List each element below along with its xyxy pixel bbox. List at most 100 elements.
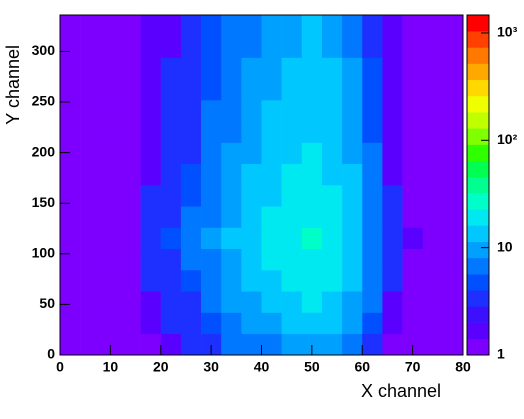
cell <box>382 163 403 186</box>
cell <box>382 185 403 207</box>
cell <box>402 227 423 250</box>
cell <box>221 57 242 80</box>
cell <box>402 291 423 313</box>
cell <box>120 163 141 186</box>
cell <box>201 163 222 186</box>
cell <box>362 100 383 122</box>
cell <box>301 57 323 80</box>
cell <box>362 185 383 207</box>
palette-band <box>467 338 489 356</box>
cell <box>442 270 464 292</box>
cell <box>281 121 303 143</box>
cell <box>120 36 141 58</box>
cell <box>422 312 444 335</box>
cell <box>60 185 81 207</box>
cell <box>382 291 403 313</box>
cell <box>80 142 101 165</box>
cell <box>342 291 363 313</box>
cell <box>261 163 282 186</box>
cell <box>261 248 282 271</box>
cell <box>402 206 423 228</box>
cell <box>241 78 262 101</box>
cell <box>422 333 444 356</box>
cell <box>261 100 282 122</box>
cell <box>362 78 383 101</box>
cell <box>120 227 141 250</box>
x-tick-label: 60 <box>354 359 370 375</box>
palette-band <box>467 79 489 97</box>
cell <box>321 206 343 228</box>
cell <box>362 163 383 186</box>
cell <box>60 121 81 143</box>
cell <box>362 121 383 143</box>
cell <box>100 15 121 37</box>
cell <box>80 291 101 313</box>
cell <box>221 36 242 58</box>
cell <box>342 163 363 186</box>
cell <box>100 78 121 101</box>
x-tick-label: 20 <box>153 359 169 375</box>
cell <box>201 227 222 250</box>
cell <box>362 312 383 335</box>
cell <box>201 206 222 228</box>
cell <box>100 163 121 186</box>
cell <box>301 291 323 313</box>
cell <box>60 36 81 58</box>
cell <box>80 121 101 143</box>
palette-band <box>467 193 489 210</box>
cell <box>402 163 423 186</box>
cell <box>382 57 403 80</box>
cell <box>442 100 464 122</box>
cell <box>301 121 323 143</box>
cell <box>160 57 182 80</box>
cell <box>80 270 101 292</box>
cell <box>362 142 383 165</box>
cell <box>382 248 403 271</box>
cell <box>241 57 262 80</box>
cell <box>201 100 222 122</box>
cell <box>140 185 162 207</box>
cell <box>442 312 464 335</box>
cell <box>140 270 162 292</box>
y-axis-title: Y channel <box>3 45 23 125</box>
palette-band <box>467 112 489 129</box>
cell <box>60 227 81 250</box>
palette-band <box>467 31 489 48</box>
cell <box>362 57 383 80</box>
cell <box>100 227 121 250</box>
cell <box>301 185 323 207</box>
cell <box>382 78 403 101</box>
cell <box>261 78 282 101</box>
cell <box>160 270 182 292</box>
cell <box>362 248 383 271</box>
cell <box>201 291 222 313</box>
cell <box>281 15 303 37</box>
y-tick-label: 200 <box>32 143 56 159</box>
cell <box>342 36 363 58</box>
cell <box>321 270 343 292</box>
cell <box>100 100 121 122</box>
cell <box>120 15 141 37</box>
cell <box>442 121 464 143</box>
cell <box>321 100 343 122</box>
cell <box>160 185 182 207</box>
cell <box>60 163 81 186</box>
cell <box>120 142 141 165</box>
cell <box>321 227 343 250</box>
cell <box>180 185 202 207</box>
z-tick-label: 10 <box>497 238 513 254</box>
cell <box>221 291 242 313</box>
cell <box>442 206 464 228</box>
cell <box>100 57 121 80</box>
cell <box>422 206 444 228</box>
cell <box>422 227 444 250</box>
cell <box>422 15 444 37</box>
cell <box>261 57 282 80</box>
cell <box>180 121 202 143</box>
cell <box>342 333 363 356</box>
cell <box>160 206 182 228</box>
cell <box>382 206 403 228</box>
cell <box>422 291 444 313</box>
cell <box>342 248 363 271</box>
